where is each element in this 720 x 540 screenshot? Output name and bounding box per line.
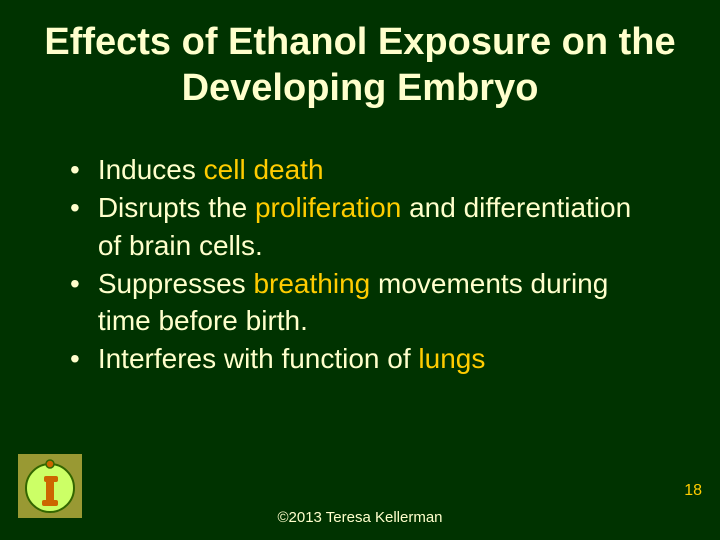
slide: Effects of Ethanol Exposure on the Devel… — [0, 0, 720, 540]
bullet-text: Induces cell death — [98, 151, 324, 189]
bullet-marker: • — [70, 189, 80, 227]
bullet-keyword: breathing — [253, 268, 370, 299]
bullet-text: Suppresses breathing movements during ti… — [98, 265, 660, 341]
bullet-keyword: proliferation — [255, 192, 401, 223]
bullet-item: • Disrupts the proliferation and differe… — [70, 189, 660, 265]
bullet-pre: Disrupts the — [98, 192, 255, 223]
bullet-item: • Interferes with function of lungs — [70, 340, 660, 378]
bullet-marker: • — [70, 340, 80, 378]
bullet-item: • Induces cell death — [70, 151, 660, 189]
slide-body: • Induces cell death • Disrupts the prol… — [0, 151, 720, 378]
bullet-marker: • — [70, 265, 80, 303]
bullet-pre: Induces — [98, 154, 204, 185]
bullet-item: • Suppresses breathing movements during … — [70, 265, 660, 341]
bullet-keyword: cell death — [204, 154, 324, 185]
copyright: ©2013 Teresa Kellerman — [0, 509, 720, 526]
page-number: 18 — [684, 482, 702, 500]
bullet-keyword: lungs — [418, 343, 485, 374]
bullet-text: Disrupts the proliferation and different… — [98, 189, 660, 265]
bullet-text: Interferes with function of lungs — [98, 340, 486, 378]
bullet-pre: Interferes with function of — [98, 343, 419, 374]
slide-title: Effects of Ethanol Exposure on the Devel… — [0, 0, 720, 111]
bullet-pre: Suppresses — [98, 268, 254, 299]
bullet-marker: • — [70, 151, 80, 189]
